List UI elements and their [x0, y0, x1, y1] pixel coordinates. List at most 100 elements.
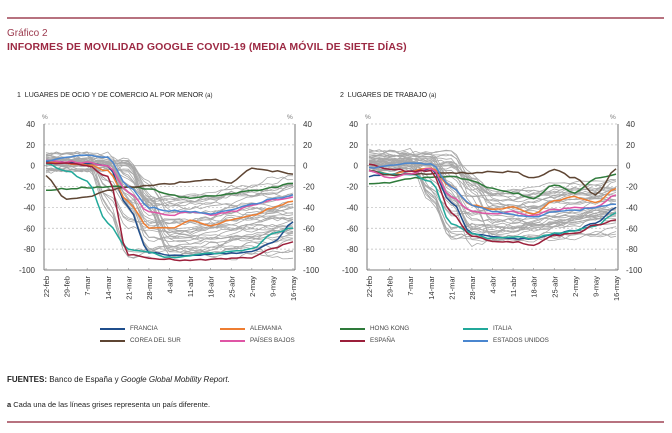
y-tick-label-left: -80: [346, 245, 358, 254]
gray-country-line: [368, 161, 617, 203]
x-tick-label: 7-mar: [406, 276, 415, 296]
y-tick-label-left: -80: [23, 245, 35, 254]
series-line-españa: [368, 163, 617, 247]
y-tick-label-right: 0: [303, 162, 308, 171]
legend-label: HONG KONG: [370, 325, 410, 332]
series-line-alemania: [45, 161, 294, 229]
legend-item: ALEMANIA: [220, 325, 282, 332]
y-tick-label-left: -100: [342, 266, 359, 275]
y-tick-label-right: 40: [303, 120, 312, 129]
legend-item: ITALIA: [463, 325, 512, 332]
y-unit-right: %: [610, 114, 616, 121]
legend-item: HONG KONG: [340, 325, 409, 332]
y-tick-label-right: -100: [626, 266, 643, 275]
series-line-francia: [45, 160, 294, 257]
series-line-españa: [45, 162, 294, 262]
panel-2-title: 2 LUGARES DE TRABAJO (a): [340, 92, 436, 99]
series-line-estados-unidos: [46, 154, 294, 215]
y-tick-label-right: -60: [626, 224, 638, 233]
y-tick-label-right: 40: [626, 120, 635, 129]
x-tick-label: 16-may: [289, 276, 298, 301]
y-tick-label-left: 20: [349, 141, 358, 150]
panel-1-title-note: (a): [205, 93, 213, 99]
x-tick-label: 4-abr: [166, 276, 175, 294]
series-line-hong-kong: [368, 173, 617, 200]
y-tick-label-right: 0: [626, 162, 631, 171]
footnote-label: a: [7, 400, 12, 409]
panel-2-title-note: (a): [428, 93, 437, 99]
figure-kicker: Gráfico 2: [7, 28, 48, 39]
y-tick-label-left: 40: [26, 120, 35, 129]
y-tick-label-left: -60: [23, 224, 35, 233]
y-tick-label-left: -100: [19, 266, 36, 275]
series-line-estados-unidos: [368, 162, 617, 218]
series-line-países-bajos: [45, 159, 294, 217]
legend-swatch: [463, 327, 488, 330]
series-line-países-bajos: [368, 167, 617, 217]
legend-label: ESTADOS UNIDOS: [493, 337, 549, 344]
legend-swatch: [463, 339, 488, 342]
gray-country-line: [368, 159, 617, 199]
legend-item: COREA DEL SUR: [100, 337, 181, 344]
sources-end: .: [227, 375, 230, 384]
legend-label: FRANCIA: [130, 325, 158, 332]
x-tick-label: 9-may: [268, 276, 277, 297]
x-tick-label: 9-may: [591, 276, 600, 297]
bottom-rule: [7, 421, 664, 423]
legend-label: PAÍSES BAJOS: [250, 337, 295, 344]
gray-country-line: [369, 159, 617, 193]
sources-text: Banco de España y: [47, 375, 121, 384]
legend-label: ALEMANIA: [250, 325, 282, 332]
y-unit-left: %: [42, 114, 48, 121]
y-tick-label-right: -100: [303, 266, 320, 275]
x-tick-label: 11-abr: [186, 275, 195, 297]
y-unit-right: %: [287, 114, 293, 121]
panel-1-title: 1 LUGARES DE OCIO Y DE COMERCIO AL POR M…: [17, 92, 213, 99]
figure-title: INFORMES DE MOVILIDAD GOOGLE COVID-19 (M…: [7, 41, 407, 53]
y-tick-label-left: -60: [346, 224, 358, 233]
sources-line: FUENTES: Banco de España y Google Global…: [7, 375, 230, 384]
legend-item: FRANCIA: [100, 325, 158, 332]
gray-country-line: [368, 162, 617, 209]
y-tick-label-left: 0: [354, 162, 359, 171]
y-tick-label-right: -80: [626, 245, 638, 254]
x-tick-label: 29-feb: [386, 276, 395, 297]
x-tick-label: 2-may: [248, 276, 257, 297]
footnote-text: Cada una de las líneas grises representa…: [11, 400, 211, 409]
top-rule: [7, 17, 664, 19]
x-tick-label: 14-mar: [427, 276, 436, 300]
y-tick-label-right: -40: [626, 203, 638, 212]
sources-italic: Google Global Mobility Report: [120, 375, 228, 384]
legend-label: ESPAÑA: [370, 337, 396, 344]
y-tick-label-right: -40: [303, 203, 315, 212]
legend-label: ITALIA: [493, 325, 512, 332]
legend-swatch: [340, 327, 365, 330]
gray-country-line: [45, 166, 294, 250]
y-tick-label-left: -40: [346, 203, 358, 212]
y-tick-label-right: -60: [303, 224, 315, 233]
footnote: a Cada una de las líneas grises represen…: [7, 400, 210, 409]
y-tick-label-left: 0: [31, 162, 36, 171]
panel-2-plot: 40 40 20 20 0 0 -20 -20 -40 -40 -60 -60 -80 -80 -100 -1…: [342, 114, 643, 301]
series-line-corea-del-sur: [45, 167, 294, 200]
series-line-italia: [45, 162, 293, 259]
x-tick-label: 18-abr: [530, 276, 539, 298]
gray-country-line: [369, 163, 617, 236]
series-line-hong-kong: [45, 182, 294, 200]
gray-country-line: [368, 156, 617, 222]
gray-country-line: [369, 147, 617, 233]
x-tick-label: 28-mar: [468, 276, 477, 300]
gray-country-line: [368, 151, 617, 225]
x-tick-label: 14-mar: [104, 276, 113, 300]
gray-country-line: [45, 155, 294, 203]
gray-country-line: [45, 156, 294, 232]
sources-label: FUENTES:: [7, 375, 47, 384]
panel-1-number: 1: [17, 92, 21, 99]
legend-item: PAÍSES BAJOS: [220, 337, 295, 344]
panel-2-number: 2: [340, 92, 344, 99]
y-tick-label-right: -20: [626, 183, 638, 192]
panel-2-title-text: LUGARES DE TRABAJO: [347, 92, 428, 99]
panel-1-plot: 40 40 20 20 0 0 -20 -20 -40 -40 -60 -60 -80 -80 -100 -1…: [19, 114, 320, 301]
y-unit-left: %: [365, 114, 371, 121]
x-tick-label: 21-mar: [447, 276, 456, 300]
